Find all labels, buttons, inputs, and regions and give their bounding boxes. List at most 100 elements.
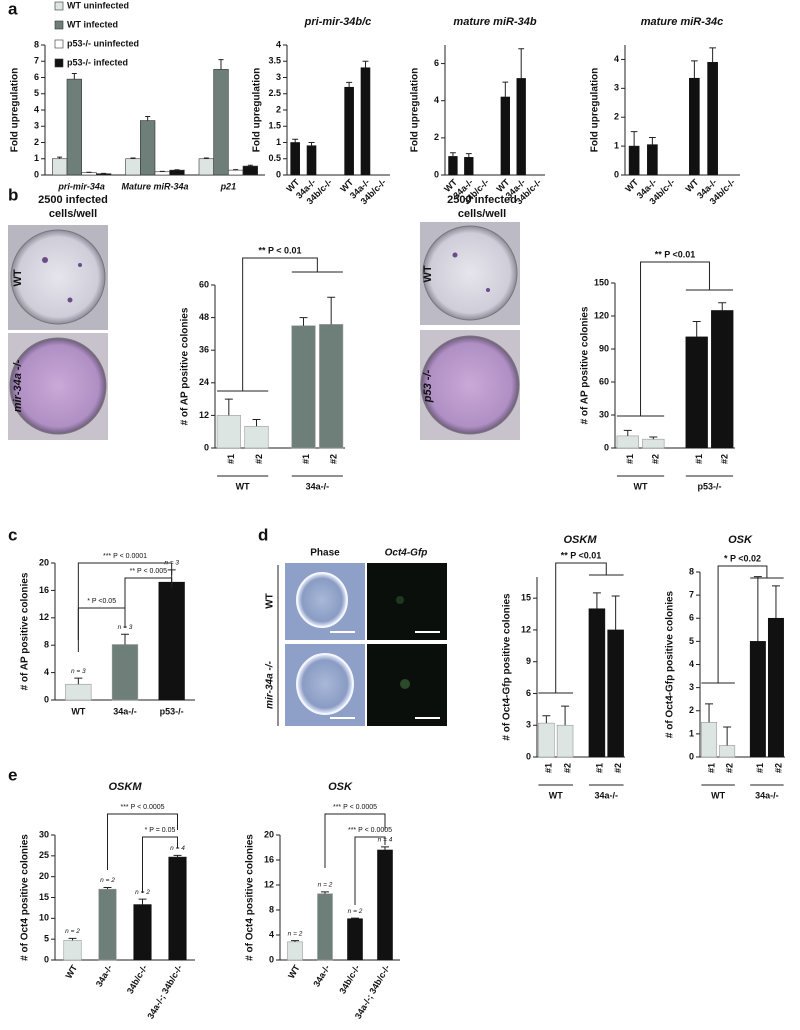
- y-tick-label: 12: [521, 624, 531, 634]
- bar: [228, 169, 244, 176]
- bar: [287, 941, 303, 961]
- chart-title: OSKM: [109, 781, 143, 793]
- bar: [306, 145, 317, 176]
- error-bar: [592, 592, 601, 609]
- bar: [133, 904, 152, 961]
- significance-bracket: [77, 562, 173, 640]
- legend-label: WT uninfected: [67, 0, 129, 10]
- y-tick-label: 15: [39, 892, 49, 902]
- y-tick-label: 1: [276, 137, 281, 147]
- error-bar: [709, 47, 716, 63]
- colony: [486, 288, 490, 292]
- panel-letter: e: [8, 765, 17, 784]
- chart-title: OSK: [728, 534, 753, 546]
- bar: [154, 171, 170, 176]
- y-tick-label: 1: [689, 728, 694, 738]
- y-tick-label: 2: [34, 137, 39, 147]
- y-tick-label: 2: [614, 112, 619, 122]
- y-tick-label: 30: [39, 829, 49, 839]
- x-tick-label: WT: [71, 706, 85, 716]
- bar: [749, 641, 766, 758]
- significance-label: *** P < 0.0005: [348, 827, 392, 834]
- error-bar: [381, 846, 389, 850]
- y-tick-label: 90: [599, 343, 609, 353]
- error-bar: [299, 317, 308, 326]
- bar-chart: 0 5 10 15 20 25 30 # of Oct4 positive colonies O…: [20, 781, 195, 1021]
- y-tick-label: 0: [434, 169, 439, 179]
- significance-label: *** P < 0.0001: [103, 553, 147, 560]
- error-bar: [771, 585, 780, 619]
- group-label: p53-/-: [697, 481, 721, 491]
- significance-bracket: [701, 565, 784, 684]
- bar: [158, 581, 185, 701]
- gfp-signal: [400, 679, 410, 689]
- n-label: n = 2: [100, 877, 115, 884]
- bar: [98, 888, 117, 961]
- significance-label: *** P < 0.0005: [333, 804, 377, 811]
- y-tick-label: 5: [34, 88, 39, 98]
- x-tick-label: 34a-/-: [94, 963, 114, 988]
- y-tick-label: 0: [44, 694, 49, 704]
- bar: [213, 69, 229, 176]
- y-tick-label: 120: [594, 310, 609, 320]
- well: [9, 337, 107, 435]
- y-axis-label: Fold upregulation: [410, 68, 421, 152]
- significance-bracket: [107, 813, 178, 870]
- y-tick-label: 0.5: [268, 153, 281, 163]
- bar: [377, 849, 393, 961]
- significance-bracket: [142, 836, 178, 893]
- bar: [66, 78, 82, 176]
- error-bar: [450, 152, 456, 157]
- bar: [317, 893, 333, 961]
- x-tick-label: WT: [64, 963, 80, 981]
- bar: [516, 78, 526, 176]
- bar: [198, 158, 214, 176]
- error-bar: [224, 398, 233, 416]
- n-label: n = 2: [318, 882, 333, 889]
- y-tick-label: 60: [599, 376, 609, 386]
- x-tick-label: #1: [755, 763, 765, 773]
- error-bar: [351, 917, 359, 919]
- x-tick-label: #1: [301, 454, 311, 464]
- y-axis-label: # of AP positive colonies: [580, 306, 591, 424]
- x-tick-label: pri-mir-34a: [57, 181, 105, 191]
- gfp-image: [367, 563, 447, 640]
- group-label: WT: [634, 481, 648, 491]
- significance-label: ** P < 0.01: [258, 245, 301, 255]
- chart-title: mature miR-34c: [641, 16, 724, 28]
- y-axis-label: Fold upregulation: [10, 68, 21, 152]
- x-tick-label: #1: [594, 763, 604, 773]
- group-label: 34a-/-: [306, 481, 330, 491]
- y-tick-label: 15: [521, 593, 531, 603]
- n-label: n = 2: [348, 908, 363, 915]
- y-tick-label: 8: [44, 640, 49, 650]
- bar: [52, 158, 68, 176]
- x-tick-label: #2: [329, 454, 339, 464]
- y-tick-label: 60: [199, 279, 209, 289]
- error-bar: [121, 633, 129, 645]
- chart-title: pri-mir-34b/c: [304, 16, 372, 28]
- bar: [169, 169, 185, 176]
- significance-label: ** P <0.01: [561, 550, 602, 560]
- y-tick-label: 0: [604, 442, 609, 452]
- row-label: p53 -/-: [422, 369, 434, 403]
- colony: [78, 263, 82, 267]
- group-label: WT: [236, 481, 250, 491]
- legend-label: p53-/- uninfected: [67, 38, 139, 48]
- error-bar: [74, 677, 83, 685]
- y-tick-label: 7: [34, 56, 39, 66]
- significance-bracket: [538, 562, 624, 694]
- error-bar: [623, 429, 632, 436]
- y-tick-label: 12: [39, 612, 49, 622]
- group-label: 34a-/-: [755, 790, 779, 800]
- row-label: mir-34a -/-: [12, 359, 24, 412]
- y-tick-label: 2: [689, 705, 694, 715]
- error-bar: [291, 940, 299, 942]
- group-label: 34a-/-: [595, 790, 619, 800]
- error-bar: [649, 136, 656, 145]
- bar: [628, 145, 640, 176]
- bar: [707, 62, 718, 176]
- y-tick-label: 4: [434, 95, 439, 105]
